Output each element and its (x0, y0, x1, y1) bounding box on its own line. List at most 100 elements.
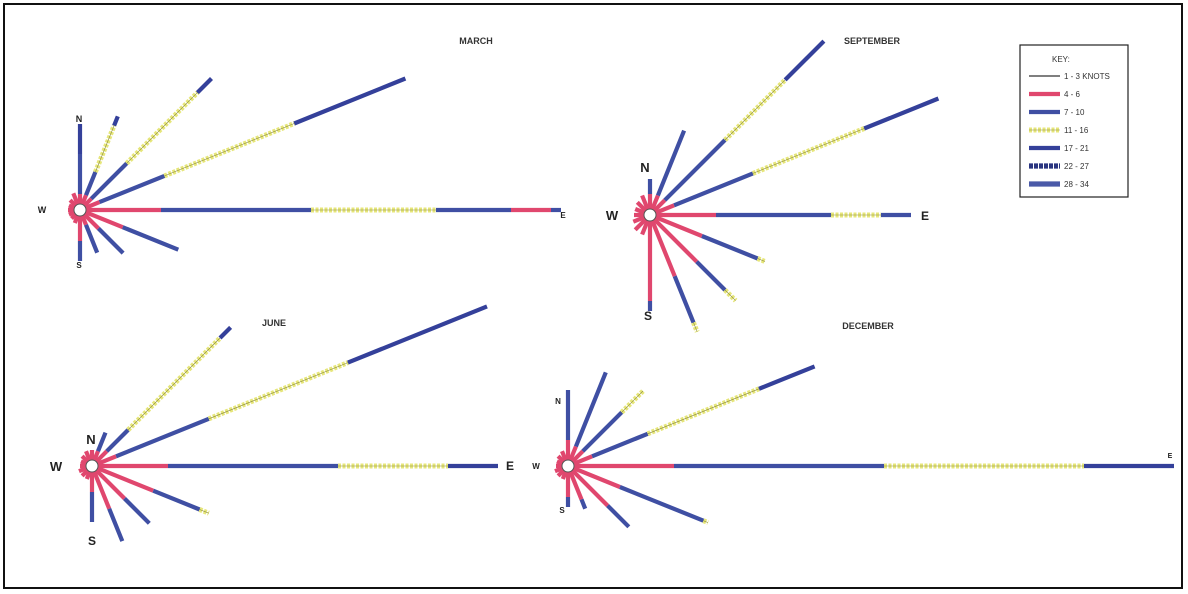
september-east-label: E (921, 209, 929, 223)
september-west-label: W (606, 208, 619, 223)
legend-title: KEY: (1052, 55, 1070, 64)
wind-arm-315-segment-0 (635, 200, 648, 213)
wind-arm-315-segment-0 (68, 198, 78, 208)
wind-arm-248-segment-0 (554, 466, 564, 474)
wind-arm-112-segment-1 (701, 234, 759, 261)
wind-arm-22-segment-1 (84, 171, 98, 196)
june-south-label: S (88, 534, 96, 548)
wind-arm-135-segment-0 (570, 468, 610, 508)
wind-arm-68-segment-2-outline (208, 362, 349, 420)
wind-arm-112-segment-0 (654, 215, 703, 238)
wind-arm-248-segment-0 (68, 210, 76, 217)
wind-arm-45-segment-3 (195, 77, 213, 95)
wind-arm-338-segment-0 (640, 194, 650, 211)
legend-label-gale: 22 - 27 (1064, 162, 1089, 171)
wind-arm-45-segment-1 (105, 428, 130, 453)
legend-label-moderate: 7 - 10 (1064, 108, 1085, 117)
wind-arm-22-segment-1 (655, 129, 687, 197)
wind-arm-22-segment-2-outline (95, 125, 115, 173)
wind-arm-45-segment-3 (783, 39, 826, 82)
wind-arm-22-segment-1 (96, 431, 108, 452)
calm-hub (643, 208, 657, 222)
wind-arm-225-segment-0 (633, 217, 648, 232)
wind-arm-112-segment-0 (572, 466, 621, 489)
calm-hub (85, 459, 99, 473)
wind-arm-248-segment-0 (78, 466, 88, 474)
wind-arm-292-segment-0 (68, 203, 76, 210)
wind-arm-112-segment-1 (619, 485, 705, 523)
wind-arm-68-segment-1 (591, 431, 649, 459)
wind-arm-45-segment-2-outline (621, 390, 644, 413)
wind-arm-338-segment-0 (71, 192, 80, 206)
wind-arm-112-segment-2-outline (757, 258, 766, 262)
wind-arm-45-segment-2-outline (724, 79, 786, 141)
wind-arm-45-segment-1 (89, 161, 129, 201)
wind-arm-158-segment-1 (579, 498, 588, 510)
september-north-label: N (640, 160, 649, 175)
legend-box (1019, 44, 1129, 198)
march-north-label: N (76, 114, 83, 124)
wind-arm-202-segment-0 (560, 470, 568, 480)
wind-arm-45-segment-0 (82, 197, 93, 208)
march-south-label: S (76, 261, 82, 270)
wind-arm-158-segment-0 (80, 214, 88, 226)
wind-arm-135-segment-1 (96, 226, 125, 255)
wind-arm-45-segment-2-outline (126, 92, 198, 164)
legend-label-fresh: 11 - 16 (1064, 126, 1089, 135)
june-west-label: W (50, 459, 63, 474)
legend-label-storm: 28 - 34 (1064, 180, 1089, 189)
wind-arm-135-segment-1 (695, 260, 727, 292)
wind-arm-68-segment-1 (673, 171, 754, 208)
rose-title-december: DECEMBER (842, 321, 894, 331)
wind-arm-135-segment-1 (123, 497, 151, 525)
wind-arm-158-segment-1 (672, 275, 696, 324)
wind-arm-292-segment-0 (556, 459, 564, 466)
december-east-label: E (1168, 453, 1173, 460)
calm-hub (561, 459, 575, 473)
wind-arm-68-segment-2-outline (647, 388, 760, 435)
legend-label-calm: 1 - 3 KNOTS (1064, 72, 1110, 81)
march-east-label: E (560, 211, 566, 220)
wind-arm-225-segment-0 (80, 468, 90, 478)
legend-key: KEY: 1 - 3 KNOTS 4 - 6 7 - 10 11 - 16 17 - 2… (1019, 44, 1129, 198)
wind-arm-315-segment-0 (80, 454, 90, 464)
wind-arm-225-segment-0 (70, 212, 78, 220)
december-north-label: N (555, 397, 561, 406)
calm-hub (73, 203, 87, 217)
wind-arm-68-segment-2-outline (164, 123, 295, 177)
wind-arm-68-segment-1 (115, 416, 210, 459)
june-north-label: N (86, 432, 95, 447)
wind-arm-22-segment-3 (112, 115, 120, 127)
wind-arm-112-segment-1 (152, 488, 201, 512)
rose-title-march: MARCH (459, 36, 493, 46)
wind-arm-22-segment-0 (80, 194, 88, 206)
wind-arm-202-segment-0 (640, 219, 650, 236)
wind-arm-315-segment-0 (556, 454, 566, 464)
wind-arm-202-segment-0 (72, 214, 80, 224)
wind-arm-68-segment-3 (347, 304, 488, 365)
wind-arm-45-segment-0 (652, 198, 667, 213)
wind-arm-22-segment-0 (568, 445, 578, 462)
wind-arm-68-segment-3 (863, 96, 940, 131)
wind-arm-225-segment-0 (556, 468, 566, 478)
wind-arm-22-segment-0 (92, 450, 100, 462)
wind-arm-135-segment-1 (606, 504, 631, 529)
wind-arm-158-segment-0 (650, 219, 677, 277)
wind-arm-45-segment-3 (218, 325, 233, 340)
wind-arm-135-segment-0 (82, 212, 100, 230)
wind-arm-248-segment-0 (632, 215, 646, 224)
wind-arm-45-segment-0 (94, 449, 109, 464)
wind-arm-112-segment-1 (121, 225, 180, 252)
wind-arm-68-segment-0 (84, 200, 101, 210)
december-south-label: S (559, 506, 565, 515)
wind-arm-338-segment-0 (84, 450, 92, 462)
rose-title-june: JUNE (262, 318, 286, 328)
wind-arm-22-segment-1 (573, 371, 608, 448)
wind-arm-45-segment-0 (570, 449, 585, 464)
wind-rose-september (632, 39, 940, 333)
legend-entries: 1 - 3 KNOTS 4 - 6 7 - 10 11 - 16 17 - 21 22 -… (1029, 72, 1110, 189)
wind-arm-68-segment-0 (654, 203, 675, 215)
wind-arm-45-segment-1 (581, 410, 624, 453)
wind-arm-292-segment-0 (80, 459, 88, 466)
